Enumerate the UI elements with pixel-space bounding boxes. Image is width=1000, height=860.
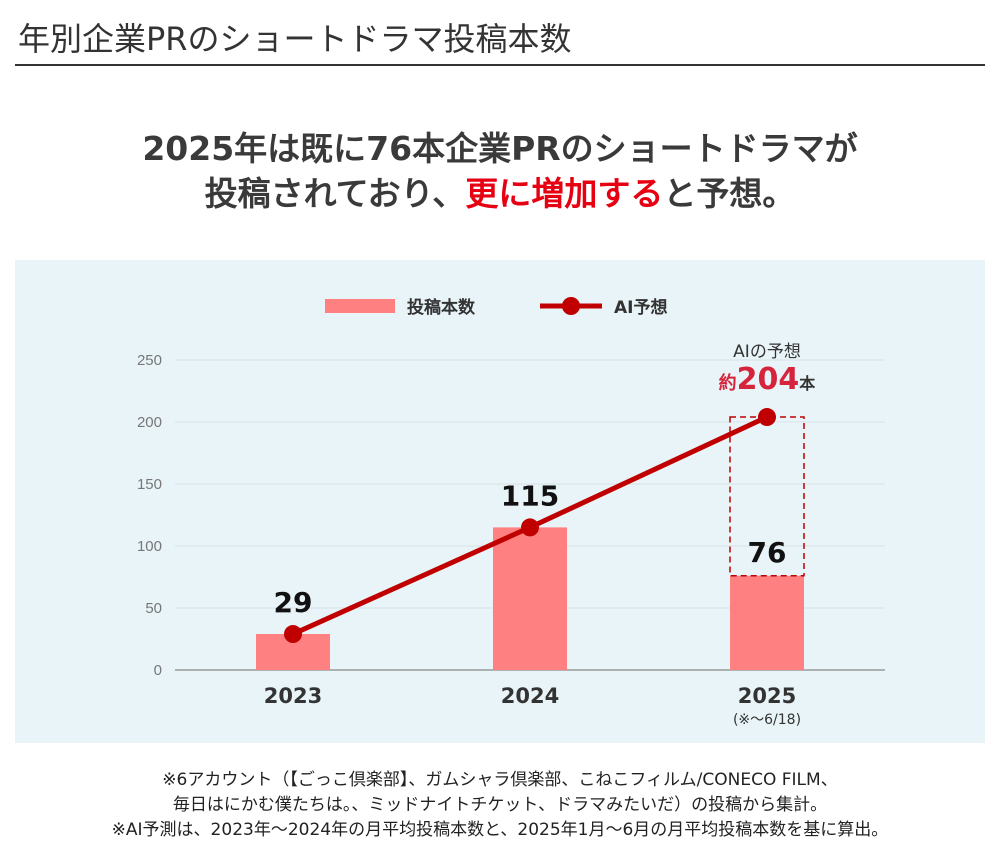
footnote: ※6アカウント（【ごっこ倶楽部】、ガムシャラ倶楽部、こねこフィルム/CONECO…	[162, 770, 838, 790]
forecast-value-part: 約	[719, 372, 737, 394]
forecast-value-part: 204	[737, 362, 800, 397]
headline-text: 投稿されており、	[204, 174, 466, 213]
chart: 0 50 100 150 200 250 29 115 76 2023 2024 2025 (※〜6/1…	[137, 297, 885, 728]
bar	[493, 527, 567, 670]
data-label: 29	[274, 586, 313, 619]
footnotes: ※6アカウント（【ごっこ倶楽部】、ガムシャラ倶楽部、こねこフィルム/CONECO…	[0, 768, 1000, 843]
footnote: 毎日はにかむ僕たちは。、ミッドナイトチケット、ドラマみたいだ）の投稿から集計。	[172, 795, 828, 815]
y-tick-label: 150	[137, 476, 162, 493]
bar	[730, 575, 804, 670]
headline-line1: 2025年は既に76本企業PRのショートドラマが	[142, 129, 858, 168]
forecast-label: AIの予想	[733, 342, 801, 362]
y-tick-label: 100	[137, 538, 162, 555]
line-point	[521, 518, 539, 537]
data-label: 76	[748, 536, 787, 569]
x-tick-label: 2025	[738, 684, 796, 708]
data-label: 115	[501, 479, 559, 512]
title-divider	[15, 64, 985, 66]
y-tick-label: 0	[154, 662, 162, 679]
legend-bar-label: 投稿本数	[407, 297, 476, 318]
legend-bar-swatch	[325, 299, 395, 313]
page-title: 年別企業PRのショートドラマ投稿本数	[18, 20, 572, 58]
x-tick-label: 2024	[501, 684, 559, 708]
footnote: ※AI予測は、2023年〜2024年の月平均投稿本数と、2025年1月〜6月の月…	[111, 820, 889, 840]
y-tick-label: 50	[145, 600, 162, 617]
x-tick-label: 2023	[264, 684, 322, 708]
forecast-box	[729, 416, 805, 577]
line-point	[758, 408, 776, 427]
headline-line2: 投稿されており、更に増加すると予想。	[0, 167, 1000, 215]
y-tick-label: 200	[137, 414, 162, 431]
line-point	[284, 625, 302, 644]
legend-line-label: AI予想	[614, 297, 667, 318]
forecast-value: 約204本	[719, 362, 816, 397]
forecast-value-part: 本	[799, 374, 815, 393]
x-tick-note: (※〜6/18)	[733, 712, 801, 728]
headline-highlight: 更に増加する	[465, 174, 664, 213]
legend-line-marker	[562, 297, 580, 315]
headline-text: と予想。	[663, 174, 796, 213]
y-tick-label: 250	[137, 352, 162, 369]
